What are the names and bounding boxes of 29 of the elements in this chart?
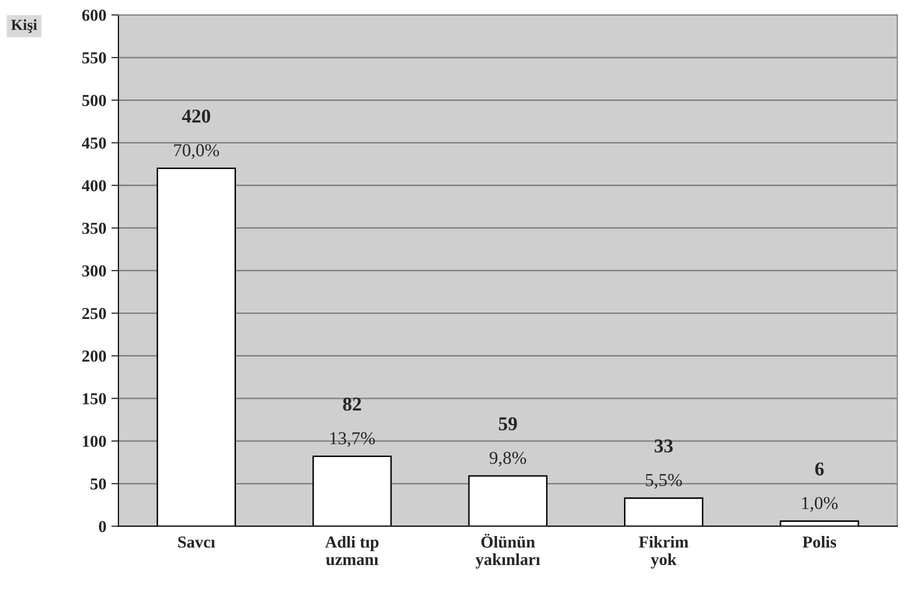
x-tick-label: Savcı [178,536,216,548]
data-label: 33 [654,439,673,453]
y-tick-label: 300 [82,265,106,277]
y-tick-label: 450 [82,137,106,149]
y-tick-label: 500 [82,94,106,106]
data-label: 82 [343,398,361,411]
data-label: 6 [815,462,824,476]
x-tick-label: Polis [802,536,836,548]
data-label: 420 [182,110,210,123]
y-tick-label: 0 [98,520,106,532]
y-tick-label: 150 [82,393,106,404]
annotation: 1,0% [802,496,838,512]
x-tick-label: Adli tıp uzmanı [325,536,379,566]
y-tick-label: 100 [82,436,106,447]
y-tick-label: 400 [82,180,106,192]
y-axis-title: Kişi [11,19,38,34]
y-tick-label: 350 [82,222,106,234]
data-label: 59 [498,417,517,430]
annotation: 5,5% [646,474,682,489]
y-tick-label: 250 [82,308,106,320]
y-tick-label: 200 [82,350,106,362]
y-tick-label: 550 [82,52,106,64]
annotation: 9,8% [490,452,526,467]
x-tick-label: Ölünün yakınları [476,534,540,569]
annotation: 70,0% [174,144,220,159]
annotation: 13,7% [330,432,375,447]
x-tick-label: Fikrim yok [638,536,688,569]
y-tick-label: 600 [82,10,106,21]
y-tick-label: 50 [90,478,106,490]
